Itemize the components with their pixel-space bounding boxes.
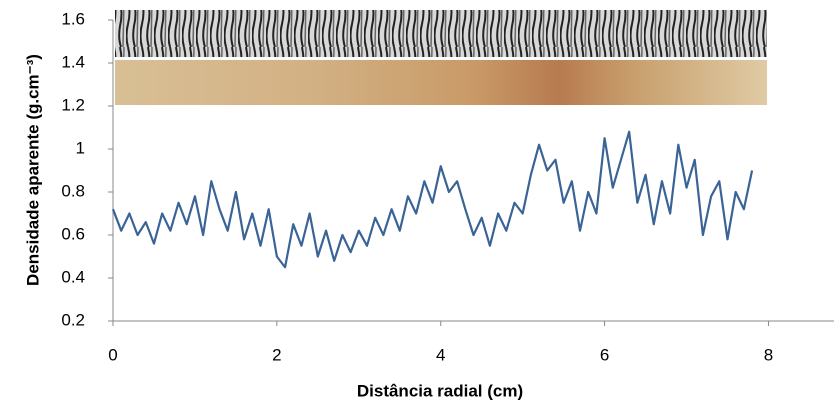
y-axis-label: Densidade aparente (g.cm⁻³) bbox=[23, 54, 42, 286]
x-tick-label: 0 bbox=[108, 345, 117, 364]
x-tick-label: 6 bbox=[600, 345, 609, 364]
x-tick-label: 2 bbox=[272, 345, 281, 364]
y-tick-label: 1.6 bbox=[61, 9, 85, 28]
data-line bbox=[111, 130, 754, 269]
x-tick-label: 4 bbox=[436, 345, 445, 364]
y-tick-label: 1 bbox=[76, 138, 85, 157]
y-tick-label: 0.4 bbox=[61, 267, 85, 286]
y-tick-label: 0.8 bbox=[61, 181, 85, 200]
y-tick-label: 1.4 bbox=[61, 52, 85, 71]
xray-image bbox=[115, 10, 767, 57]
x-axis-label: Distância radial (cm) bbox=[357, 381, 523, 400]
y-tick-label: 0.2 bbox=[61, 310, 85, 329]
y-tick-label: 1.2 bbox=[61, 95, 85, 114]
x-tick-label: 8 bbox=[764, 345, 773, 364]
y-tick-label: 0.6 bbox=[61, 224, 85, 243]
wood-image bbox=[115, 60, 767, 105]
